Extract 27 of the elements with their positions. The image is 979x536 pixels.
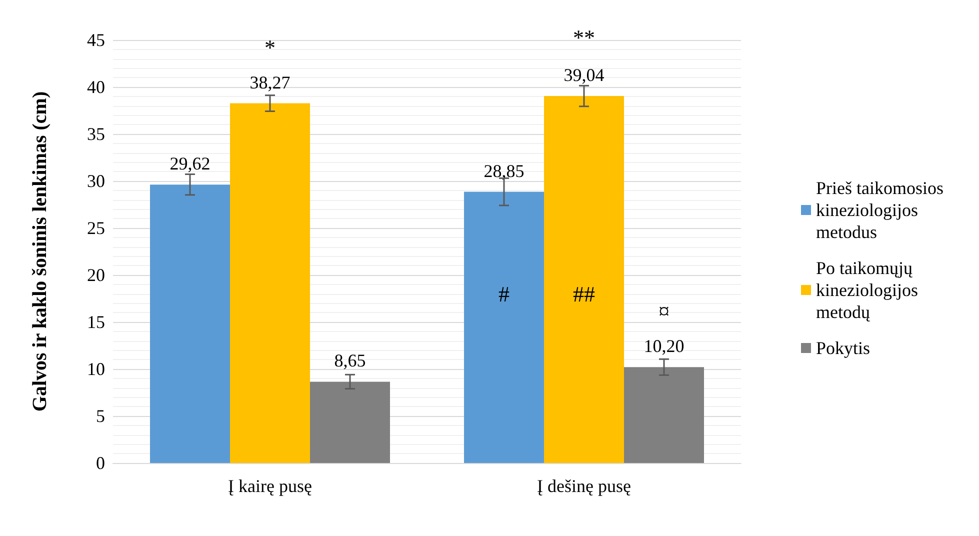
data-label: 29,62 (170, 154, 210, 174)
data-label: 39,04 (564, 65, 604, 86)
y-tick-label: 40 (87, 77, 105, 97)
y-tick-label: 30 (87, 171, 105, 191)
annotation: ¤ (658, 298, 670, 324)
annotation: ** (573, 25, 595, 50)
annotation: ## (573, 281, 595, 306)
y-tick-label: 45 (87, 30, 105, 50)
y-tick-label: 20 (87, 265, 105, 285)
x-tick-label: Į kairę pusę (228, 476, 312, 496)
legend-label: Po taikomųjų kineziologijos metodų (816, 258, 922, 322)
y-tick-label: 0 (96, 453, 105, 473)
legend-label: Pokytis (816, 338, 870, 358)
y-tick-label: 35 (87, 124, 105, 144)
data-label: 38,27 (250, 72, 290, 92)
y-axis-title: Galvos ir kaklo šoninis lenkimas (cm) (29, 91, 51, 412)
annotation: # (498, 281, 510, 306)
legend-label: Prieš taikomosios kineziologijos metodus (816, 178, 948, 242)
data-label: 28,85 (484, 160, 524, 181)
y-tick-label: 10 (87, 359, 105, 379)
data-label: 10,20 (644, 336, 684, 356)
x-tick-label: Į dešinę pusę (537, 476, 631, 496)
y-tick-label: 25 (87, 218, 105, 238)
y-tick-label: 5 (96, 406, 105, 426)
data-label: 8,65 (334, 350, 366, 371)
y-tick-label: 15 (87, 312, 105, 332)
annotation: * (264, 34, 276, 60)
